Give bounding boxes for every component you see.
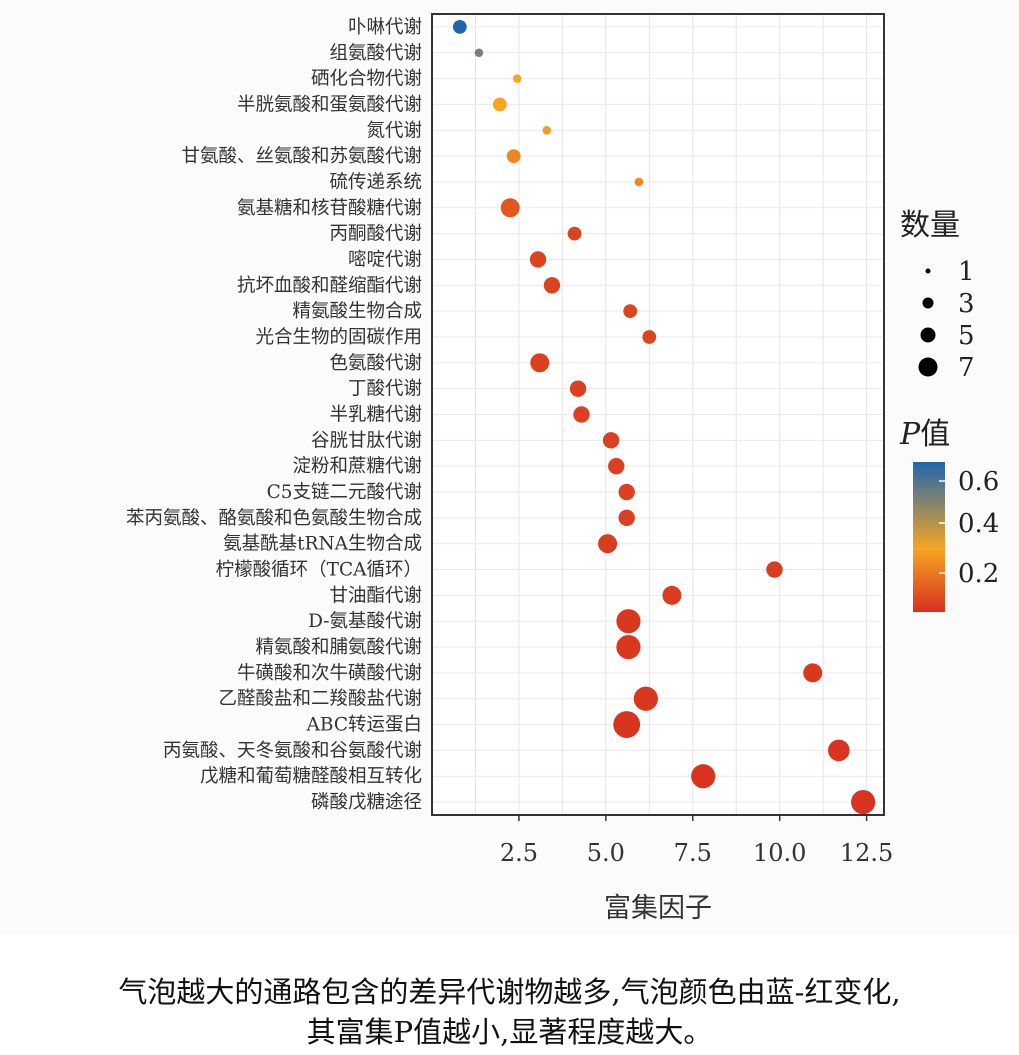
bubble-point bbox=[803, 663, 823, 683]
y-tick-label: 嘧啶代谢 bbox=[348, 249, 422, 270]
y-tick-label: C5支链二元酸代谢 bbox=[267, 482, 422, 503]
x-tick-label: 10.0 bbox=[753, 839, 806, 867]
bubble-point bbox=[492, 97, 507, 112]
y-tick-label: 柠檬酸循环（TCA循环） bbox=[216, 560, 422, 581]
x-tick-label: 5.0 bbox=[587, 839, 625, 867]
bubble-point bbox=[569, 380, 587, 397]
size-legend-title: 数量 bbox=[900, 208, 960, 243]
y-tick-label: 硫传递系统 bbox=[329, 172, 422, 193]
y-tick-label: 抗坏血酸和醛缩酯代谢 bbox=[237, 275, 422, 296]
bubble-point bbox=[567, 226, 582, 241]
y-tick-label: 光合生物的固碳作用 bbox=[255, 327, 422, 348]
y-tick-label: D-氨基酸代谢 bbox=[308, 611, 422, 632]
bubble-point bbox=[506, 149, 521, 164]
bubble-point bbox=[633, 686, 658, 711]
y-tick-label: 乙醛酸盐和二羧酸盐代谢 bbox=[218, 689, 422, 710]
color-legend-label: 0.6 bbox=[958, 467, 999, 497]
y-tick-label: 丁酸代谢 bbox=[348, 379, 422, 400]
y-tick-label: 氨基酰基tRNA生物合成 bbox=[223, 534, 422, 555]
bubble-point bbox=[616, 634, 641, 660]
size-legend-label: 1 bbox=[958, 257, 975, 287]
bubble-point bbox=[766, 561, 783, 578]
bubble-point bbox=[662, 585, 682, 605]
y-tick-label: 牛磺酸和次牛磺酸代谢 bbox=[237, 663, 422, 684]
size-legend-dot-1 bbox=[925, 268, 931, 274]
bubble-point bbox=[828, 739, 850, 762]
bubble-point bbox=[602, 432, 620, 449]
y-tick-label: 氮代谢 bbox=[366, 120, 422, 141]
size-legend-label: 7 bbox=[958, 353, 975, 383]
y-tick-label: 精氨酸和脯氨酸代谢 bbox=[255, 637, 422, 658]
size-legend-dot-7 bbox=[918, 357, 938, 377]
bubble-point bbox=[851, 789, 876, 815]
caption-line-2: 其富集P值越小,显著程度越大。 bbox=[306, 1015, 713, 1049]
y-tick-label: 半胱氨酸和蛋氨酸代谢 bbox=[237, 94, 422, 115]
bubble-chart: 卟啉代谢组氨酸代谢硒化合物代谢半胱氨酸和蛋氨酸代谢氮代谢甘氨酸、丝氨酸和苏氨酸代… bbox=[126, 13, 999, 924]
color-legend-bar bbox=[913, 462, 945, 612]
bubble-point bbox=[530, 353, 550, 373]
y-tick-label: 丙酮酸代谢 bbox=[329, 224, 422, 245]
y-tick-label: 苯丙氨酸、酪氨酸和色氨酸生物合成 bbox=[126, 508, 422, 529]
x-axis-title: 富集因子 bbox=[604, 893, 712, 924]
bubble-point bbox=[616, 609, 641, 634]
bubble-point bbox=[634, 177, 644, 187]
color-legend-label: 0.4 bbox=[958, 509, 999, 539]
bubble-point bbox=[613, 711, 641, 738]
y-tick-label: 色氨酸代谢 bbox=[329, 353, 422, 374]
bubble-point bbox=[623, 304, 638, 319]
x-tick-label: 12.5 bbox=[840, 839, 893, 867]
color-legend-label: 0.2 bbox=[958, 559, 999, 589]
y-tick-label: ABC转运蛋白 bbox=[306, 715, 422, 736]
bubble-point bbox=[608, 457, 625, 475]
size-legend-label: 3 bbox=[958, 289, 975, 319]
y-tick-label: 甘油酯代谢 bbox=[329, 585, 422, 606]
bubble-point bbox=[512, 74, 522, 83]
y-tick-label: 淀粉和蔗糖代谢 bbox=[292, 456, 422, 477]
bubble-point bbox=[474, 48, 484, 58]
size-legend-dot-5 bbox=[920, 327, 936, 343]
y-tick-label: 卟啉代谢 bbox=[348, 17, 422, 38]
y-tick-label: 组氨酸代谢 bbox=[329, 43, 422, 64]
bubble-point bbox=[573, 406, 590, 423]
y-tick-label: 戊糖和葡萄糖醛酸相互转化 bbox=[200, 766, 422, 787]
x-tick-label: 7.5 bbox=[674, 839, 712, 867]
y-tick-label: 硒化合物代谢 bbox=[311, 69, 422, 90]
bubble-point bbox=[618, 509, 635, 527]
bubble-point bbox=[500, 198, 520, 218]
bubble-point bbox=[642, 330, 657, 344]
plot-frame bbox=[431, 13, 885, 816]
x-tick-label: 2.5 bbox=[500, 839, 538, 867]
bubble-point bbox=[618, 483, 635, 501]
y-tick-label: 半乳糖代谢 bbox=[329, 405, 422, 426]
y-tick-label: 丙氨酸、天冬氨酸和谷氨酸代谢 bbox=[163, 740, 422, 761]
y-tick-label: 氨基糖和核苷酸糖代谢 bbox=[237, 198, 422, 219]
color-legend-title: P值 bbox=[899, 417, 950, 452]
bubble-point bbox=[691, 764, 716, 789]
caption-line-1: 气泡越大的通路包含的差异代谢物越多,气泡颜色由蓝-红变化, bbox=[118, 975, 901, 1009]
bubble-point bbox=[452, 20, 467, 34]
size-legend-dot-3 bbox=[922, 297, 934, 309]
figure-panel: 卟啉代谢组氨酸代谢硒化合物代谢半胱氨酸和蛋氨酸代谢氮代谢甘氨酸、丝氨酸和苏氨酸代… bbox=[125, 13, 1000, 924]
size-legend-label: 5 bbox=[958, 321, 975, 351]
bubble-point bbox=[542, 125, 552, 135]
y-tick-label: 谷胱甘肽代谢 bbox=[311, 430, 422, 451]
bubble-point bbox=[529, 251, 547, 268]
bubble-point bbox=[598, 534, 618, 554]
y-tick-label: 磷酸戊糖途径 bbox=[311, 792, 422, 813]
y-tick-label: 甘氨酸、丝氨酸和苏氨酸代谢 bbox=[181, 146, 422, 167]
bubble-point bbox=[543, 277, 561, 294]
y-tick-label: 精氨酸生物合成 bbox=[292, 301, 422, 322]
